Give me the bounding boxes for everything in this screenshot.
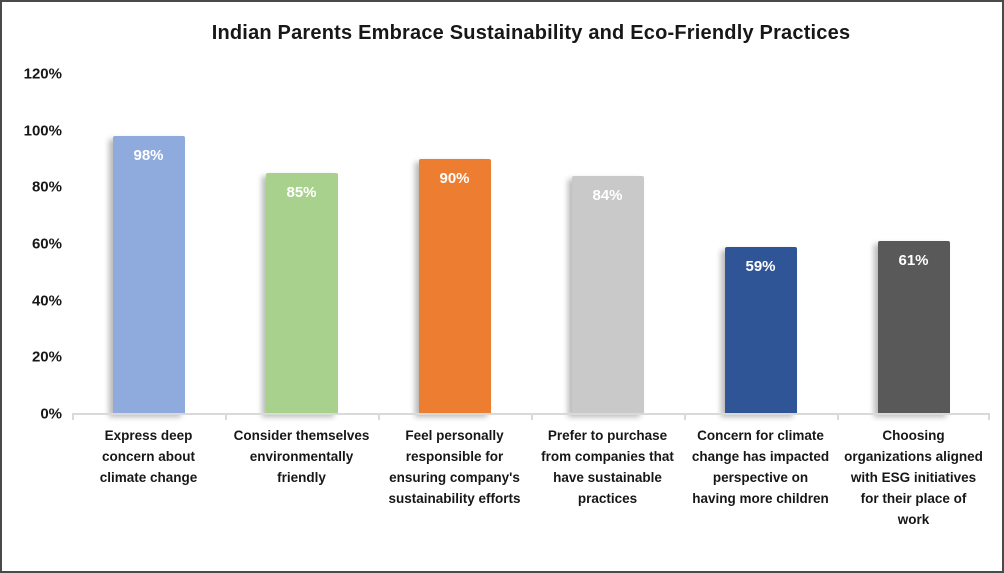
category-label: Prefer to purchase from companies that h…	[541, 428, 674, 506]
bar: 59%	[724, 246, 797, 414]
chart-title: Indian Parents Embrace Sustainability an…	[211, 22, 851, 44]
bar-column: 61%	[837, 74, 990, 414]
x-axis-line	[72, 413, 990, 420]
y-axis-tick-label: 40%	[31, 292, 62, 310]
x-axis-tick	[378, 415, 380, 420]
x-axis-tick	[988, 415, 990, 420]
y-axis-tick-label: 120%	[23, 65, 62, 83]
y-axis-tick-label: 60%	[31, 235, 62, 253]
bar: 98%	[112, 136, 185, 414]
x-axis-tick	[837, 415, 839, 420]
bar-value-label: 84%	[592, 187, 623, 204]
bar-column: 98%	[72, 74, 225, 414]
x-axis-tick	[531, 415, 533, 420]
bar-column: 84%	[531, 74, 684, 414]
bar-value-label: 90%	[439, 170, 470, 187]
x-axis-tick	[684, 415, 686, 420]
category-label: Express deep concern about climate chang…	[99, 428, 198, 485]
y-axis: 0% 20% 40% 60% 80% 100% 120%	[2, 2, 62, 571]
category-label: Concern for climate change has impacted …	[691, 428, 830, 506]
y-axis-tick-label: 100%	[23, 122, 62, 140]
x-axis-tick	[225, 415, 227, 420]
plot-area: 98% 85% 90% 84% 59% 61%	[72, 74, 990, 414]
bar-value-label: 61%	[898, 252, 929, 270]
category-label: Consider themselves environmentally frie…	[233, 428, 370, 485]
y-axis-tick-label: 20%	[31, 348, 62, 366]
category-label: Choosing organizations aligned with ESG …	[844, 428, 983, 527]
bar: 84%	[571, 176, 644, 414]
y-axis-tick-label: 0%	[40, 405, 62, 423]
bar-column: 85%	[225, 74, 378, 414]
bar: 61%	[877, 241, 950, 414]
bar-column: 90%	[378, 74, 531, 414]
x-axis-labels: Express deep concern about climate chang…	[72, 426, 990, 531]
category-label: Feel personally responsible for ensuring…	[388, 428, 521, 506]
bar-value-label: 85%	[286, 184, 317, 202]
bar: 85%	[265, 173, 338, 414]
bar: 90%	[418, 159, 491, 414]
bar-column: 59%	[684, 74, 837, 414]
y-axis-tick-label: 80%	[31, 178, 62, 196]
bar-value-label: 98%	[133, 147, 164, 165]
x-axis-tick	[72, 415, 74, 420]
bar-value-label: 59%	[745, 257, 776, 275]
